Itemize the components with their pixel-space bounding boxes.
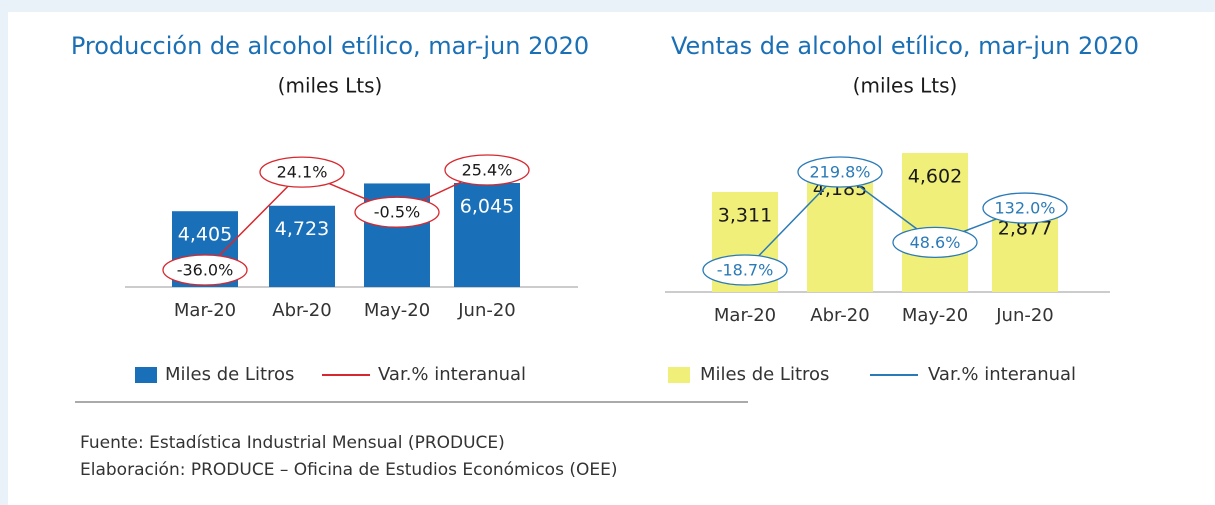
bar bbox=[454, 183, 520, 287]
bar-value-label: 3,311 bbox=[718, 204, 772, 226]
label-bubble bbox=[982, 192, 1068, 224]
bar-value-label: 2,877 bbox=[998, 218, 1052, 240]
bar-value-label: 4,723 bbox=[275, 218, 329, 240]
x-tick-label: Mar-20 bbox=[174, 300, 236, 321]
bar-value-label: 4,602 bbox=[908, 166, 962, 188]
line-value-label: 24.1% bbox=[277, 163, 328, 182]
x-tick-label: Abr-20 bbox=[810, 305, 869, 326]
label-bubble bbox=[354, 196, 440, 228]
chart-subtitle: (miles Lts) bbox=[278, 74, 383, 98]
bar bbox=[902, 153, 968, 292]
line-value-label: -18.7% bbox=[717, 261, 774, 280]
x-tick-label: Jun-20 bbox=[457, 300, 516, 321]
line bbox=[744, 171, 1026, 271]
legend-label: Var.% interanual bbox=[378, 364, 526, 385]
line bbox=[204, 169, 488, 271]
source-note: Fuente: Estadística Industrial Mensual (… bbox=[80, 433, 505, 453]
bar-value-label: 4,405 bbox=[178, 224, 232, 246]
chart-title: Ventas de alcohol etílico, mar-jun 2020 bbox=[671, 32, 1139, 60]
label-bubble bbox=[444, 154, 530, 186]
x-tick-label: May-20 bbox=[902, 305, 968, 326]
line-value-label: -36.0% bbox=[177, 261, 234, 280]
bar-value-label: 6,045 bbox=[460, 196, 514, 218]
line-value-label: 132.0% bbox=[994, 199, 1055, 218]
line-value-label: -0.5% bbox=[374, 203, 420, 222]
chart-title: Producción de alcohol etílico, mar-jun 2… bbox=[71, 32, 589, 60]
x-tick-label: Mar-20 bbox=[714, 305, 776, 326]
line-value-label: 219.8% bbox=[809, 163, 870, 182]
x-tick-label: May-20 bbox=[364, 300, 430, 321]
label-bubble bbox=[702, 254, 788, 286]
bar bbox=[269, 205, 335, 287]
legend-swatch bbox=[135, 367, 157, 383]
credit-note: Elaboración: PRODUCE – Oficina de Estudi… bbox=[80, 460, 617, 480]
legend-label: Miles de Litros bbox=[165, 364, 294, 385]
label-bubble bbox=[259, 156, 345, 188]
label-bubble bbox=[162, 254, 248, 286]
line-value-label: 25.4% bbox=[462, 161, 513, 180]
line-value-label: 48.6% bbox=[910, 233, 961, 252]
label-bubble bbox=[797, 156, 883, 188]
x-tick-label: Jun-20 bbox=[995, 305, 1054, 326]
chart-subtitle: (miles Lts) bbox=[853, 74, 958, 98]
legend-label: Var.% interanual bbox=[928, 364, 1076, 385]
legend-label: Miles de Litros bbox=[700, 364, 829, 385]
legend-swatch bbox=[668, 367, 690, 383]
x-tick-label: Abr-20 bbox=[272, 300, 331, 321]
label-bubble bbox=[892, 226, 978, 258]
